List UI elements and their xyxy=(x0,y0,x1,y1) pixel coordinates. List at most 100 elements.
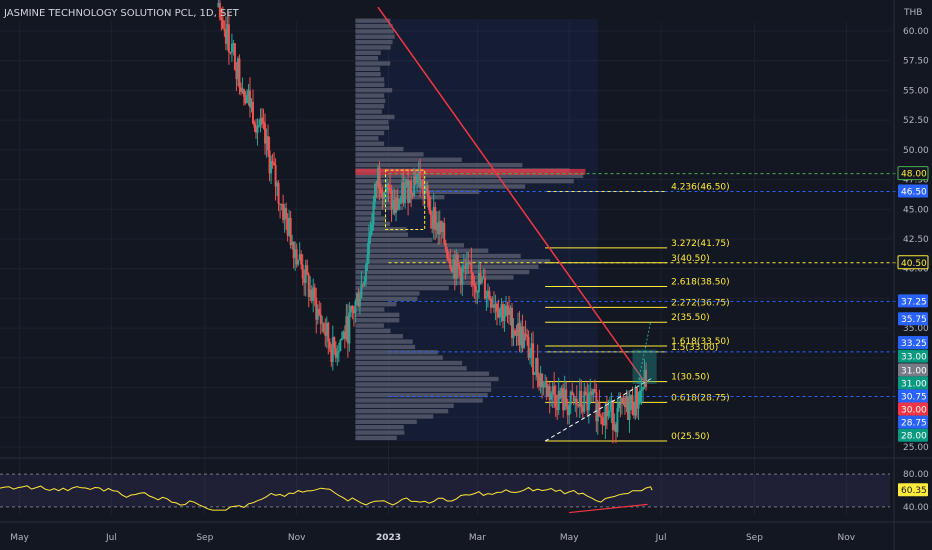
candle-body xyxy=(306,265,309,275)
y-tick-label: 25.00 xyxy=(903,443,929,453)
candle-body xyxy=(404,185,407,204)
candle-body xyxy=(405,179,408,186)
candle-body xyxy=(444,243,447,250)
candle-body xyxy=(620,398,623,404)
candle-body xyxy=(599,415,602,418)
candle-body xyxy=(345,316,348,339)
candle-body xyxy=(271,160,274,163)
candle-body xyxy=(556,407,559,411)
vp-bar xyxy=(355,376,499,382)
candle-body xyxy=(453,259,456,279)
candle-body xyxy=(508,309,511,315)
candle-body xyxy=(636,387,639,409)
vp-bar xyxy=(355,253,521,259)
candle-body xyxy=(381,193,384,199)
candle-body xyxy=(428,195,431,211)
price-badge: 28.00 xyxy=(901,432,927,442)
vp-bar xyxy=(355,178,574,184)
vp-bar xyxy=(355,98,386,104)
price-badge-bg xyxy=(898,184,928,198)
candle-body xyxy=(598,402,601,416)
vp-bar xyxy=(355,269,530,275)
candle-body xyxy=(504,305,507,316)
candle-body xyxy=(565,389,568,406)
vp-bar xyxy=(355,360,463,366)
candle-body xyxy=(346,316,349,344)
candle-body xyxy=(577,404,580,407)
vp-bar xyxy=(355,328,391,334)
candle-body xyxy=(297,260,300,265)
vp-bar xyxy=(355,435,397,441)
candle-body xyxy=(379,189,382,194)
candle-body xyxy=(331,337,334,362)
candle-body xyxy=(300,254,303,265)
candle-body xyxy=(590,391,593,396)
candle-body xyxy=(245,95,248,104)
price-badge: 31.00 xyxy=(901,379,927,389)
candle-body xyxy=(431,215,434,229)
vp-bar xyxy=(355,39,393,45)
vp-bar xyxy=(355,312,400,318)
price-badge-bg xyxy=(898,428,928,442)
candle-body xyxy=(276,182,279,187)
vp-bar xyxy=(355,189,480,195)
candle-body xyxy=(322,323,325,332)
vp-bar xyxy=(355,398,483,403)
box-zone xyxy=(385,169,426,230)
candle-body xyxy=(520,326,523,346)
candle-body xyxy=(562,388,565,411)
vp-bar xyxy=(355,136,379,141)
candle-body xyxy=(554,394,557,408)
price-badge-bg xyxy=(897,166,929,181)
symbol-title[interactable]: JASMINE TECHNOLOGY SOLUTION PCL, 1D, SET xyxy=(3,8,240,19)
vp-bar xyxy=(355,109,382,114)
candle-body xyxy=(542,384,545,388)
candle-body xyxy=(533,373,536,375)
candle-body xyxy=(622,398,625,404)
candle-body xyxy=(411,192,414,196)
vp-bar xyxy=(355,323,384,328)
fib-label: 1.618(33.50) xyxy=(671,337,730,347)
vp-bar xyxy=(355,29,394,34)
candle-body xyxy=(547,386,550,397)
candle-body xyxy=(497,311,500,318)
vp-bar xyxy=(355,157,462,162)
candle-body xyxy=(277,182,280,204)
price-badge: 31.00 xyxy=(901,366,927,376)
candle-body xyxy=(416,173,419,184)
vp-bar xyxy=(355,430,405,435)
candle-body xyxy=(536,358,539,378)
candle-body xyxy=(532,343,535,375)
candle-body xyxy=(464,266,467,269)
candle-body xyxy=(440,220,443,232)
candle-body xyxy=(233,43,236,70)
candle-body xyxy=(270,160,273,174)
fib-label: 3.272(41.75) xyxy=(671,239,730,249)
candle-body xyxy=(274,164,277,187)
candle-body xyxy=(286,218,289,236)
drawings xyxy=(377,6,657,442)
candle-body xyxy=(617,402,620,409)
candle-body xyxy=(578,390,581,407)
candle-body xyxy=(477,272,480,292)
candle-body xyxy=(258,125,261,127)
price-badge-bg xyxy=(898,349,928,363)
candle-body xyxy=(515,333,518,336)
candle-body xyxy=(581,407,584,412)
candle-body xyxy=(401,182,404,200)
vp-bar xyxy=(355,146,404,152)
candle-body xyxy=(330,348,333,362)
candle-body xyxy=(354,301,357,314)
candle-body xyxy=(645,369,648,388)
time-axis[interactable]: May Jul Sep Nov 2023 Mar May Jul Sep Nov xyxy=(0,521,932,543)
candle-body xyxy=(548,386,551,400)
candle-body xyxy=(643,369,646,388)
rsi-line xyxy=(0,485,653,514)
vp-bar xyxy=(355,334,403,339)
candle-body xyxy=(256,125,259,133)
candle-body xyxy=(514,330,517,334)
vp-bar xyxy=(355,403,454,408)
candle-body xyxy=(226,24,229,44)
y-tick-label: 57.50 xyxy=(903,57,929,67)
